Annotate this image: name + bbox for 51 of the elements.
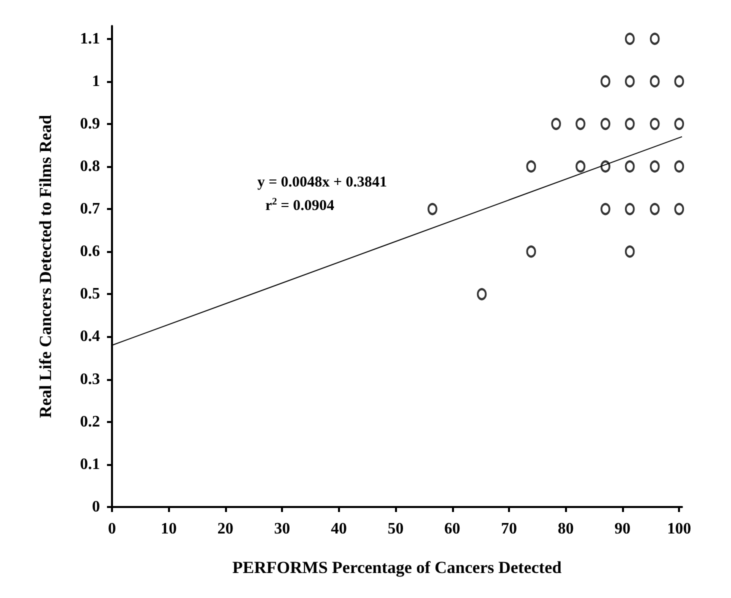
- point: [624, 246, 635, 258]
- point: [650, 118, 660, 130]
- point: [600, 203, 610, 216]
- x-tick-label: 70: [501, 520, 518, 538]
- x-axis-title: PERFORMS Percentage of Cancers Detected: [232, 558, 562, 577]
- y-tick-label: 0.7: [80, 200, 100, 218]
- point: [526, 160, 536, 172]
- point: [551, 118, 562, 130]
- point: [427, 203, 438, 216]
- point: [624, 160, 635, 172]
- y-tick-label: 0: [92, 498, 100, 516]
- y-tick-label: 0.3: [80, 370, 100, 388]
- y-tick-label: 0.8: [80, 158, 100, 175]
- y-tick-label: 0.9: [80, 115, 100, 132]
- x-tick-label: 80: [558, 520, 574, 538]
- x-tick-label: 90: [614, 520, 630, 538]
- x-tick-label: 0: [108, 520, 116, 538]
- point: [575, 160, 586, 172]
- x-tick-label: 30: [274, 520, 290, 538]
- point: [650, 160, 660, 172]
- point: [476, 288, 487, 300]
- point: [575, 118, 586, 130]
- annotation: y = 0.0048x + 0.3841: [257, 174, 387, 191]
- y-tick-label: 1.1: [80, 30, 100, 48]
- point: [624, 75, 635, 88]
- point: [526, 246, 536, 258]
- y-tick-label: 1: [92, 72, 100, 90]
- point: [650, 75, 660, 88]
- x-tick-label: 20: [217, 520, 234, 538]
- point: [600, 75, 610, 88]
- x-tick-label: 100: [667, 520, 692, 538]
- point: [674, 118, 684, 130]
- point: [650, 32, 660, 45]
- y-tick-label: 0.4: [80, 328, 100, 346]
- x-tick-label: 10: [160, 520, 177, 538]
- y-tick-label: 0.6: [80, 243, 100, 260]
- point: [674, 203, 684, 216]
- y-tick-label: 0.2: [80, 413, 100, 430]
- y-tick-label: 0.5: [80, 286, 100, 303]
- point: [624, 203, 635, 216]
- x-tick-label: 40: [330, 520, 347, 538]
- y-tick-label: 0.1: [80, 456, 100, 473]
- x-tick-label: 60: [444, 520, 460, 538]
- point: [624, 32, 635, 45]
- point: [624, 118, 635, 130]
- point: [674, 75, 684, 88]
- x-tick-label: 50: [388, 520, 404, 538]
- point: [674, 160, 684, 172]
- point: [650, 203, 660, 216]
- point: [600, 118, 610, 130]
- y-axis-title: Real Life Cancers Detected to Films Read: [36, 114, 55, 418]
